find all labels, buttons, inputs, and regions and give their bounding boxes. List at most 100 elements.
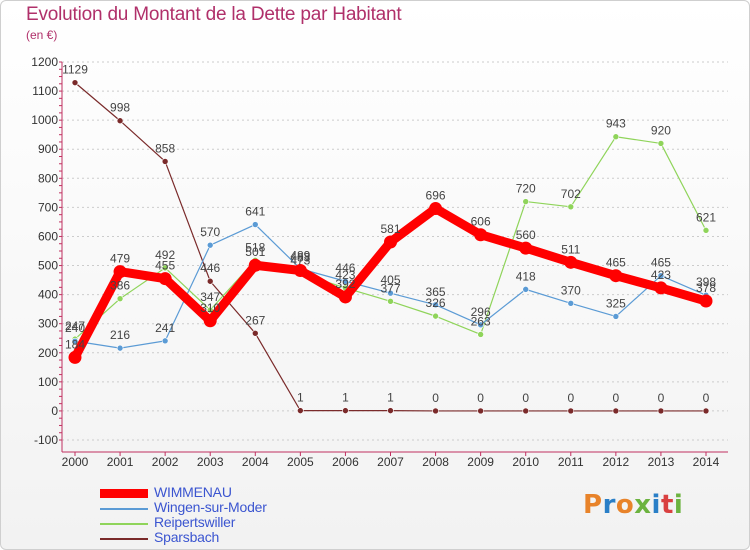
data-point bbox=[477, 331, 484, 338]
data-label: 511 bbox=[561, 242, 580, 256]
x-tick-label: 2006 bbox=[332, 455, 359, 469]
data-point bbox=[474, 228, 488, 242]
data-point bbox=[567, 203, 575, 211]
data-point bbox=[699, 294, 713, 308]
data-point bbox=[203, 314, 217, 328]
y-tick-label: 1100 bbox=[32, 84, 58, 98]
data-label: 570 bbox=[200, 225, 220, 239]
data-label: 418 bbox=[516, 269, 536, 283]
data-point bbox=[387, 298, 394, 305]
data-label: 405 bbox=[380, 273, 400, 287]
data-point bbox=[161, 158, 169, 165]
data-point bbox=[387, 407, 394, 414]
data-point bbox=[612, 133, 620, 141]
data-label: 423 bbox=[335, 268, 355, 282]
data-label: 310 bbox=[200, 301, 220, 315]
data-point bbox=[206, 241, 214, 249]
data-label: 560 bbox=[516, 228, 536, 242]
data-point bbox=[71, 337, 79, 345]
data-point bbox=[116, 117, 124, 125]
data-point bbox=[387, 289, 394, 297]
x-tick-label: 2007 bbox=[377, 455, 404, 469]
data-point bbox=[432, 301, 439, 309]
data-point bbox=[477, 321, 484, 329]
data-label: 1 bbox=[297, 391, 304, 405]
data-label: 492 bbox=[155, 248, 175, 262]
y-tick-label: 400 bbox=[38, 288, 58, 302]
data-point bbox=[113, 265, 127, 279]
y-tick-label: 500 bbox=[38, 259, 58, 273]
data-point bbox=[564, 255, 578, 269]
data-label: 621 bbox=[696, 210, 716, 224]
y-tick-label: 800 bbox=[38, 171, 58, 185]
data-label: 1 bbox=[387, 391, 394, 405]
x-tick-label: 2009 bbox=[467, 455, 494, 469]
data-label: 0 bbox=[613, 391, 620, 405]
data-point bbox=[432, 312, 439, 320]
data-label: 446 bbox=[335, 261, 355, 275]
data-label: 483 bbox=[290, 250, 310, 264]
data-label: 347 bbox=[200, 290, 220, 304]
y-tick-label: 600 bbox=[38, 229, 58, 243]
data-point bbox=[657, 407, 665, 415]
data-label: 943 bbox=[606, 117, 626, 131]
data-label: 473 bbox=[290, 253, 310, 267]
data-label: 0 bbox=[477, 391, 484, 405]
proxiti-logo: Proxiti bbox=[583, 490, 683, 520]
logo-letter: P bbox=[583, 490, 603, 520]
logo-letter: i bbox=[651, 490, 661, 520]
data-label: 581 bbox=[380, 222, 400, 236]
legend-label-reipertswiller: Reipertswiller bbox=[154, 514, 236, 530]
y-tick-label: 300 bbox=[38, 317, 58, 331]
data-label: 325 bbox=[606, 296, 626, 310]
chart-unit: (en €) bbox=[26, 28, 58, 42]
data-point bbox=[161, 337, 169, 345]
data-point bbox=[702, 227, 710, 234]
x-tick-label: 2004 bbox=[242, 455, 269, 469]
data-label: 920 bbox=[651, 123, 671, 137]
data-point bbox=[116, 344, 124, 352]
data-point bbox=[297, 407, 304, 414]
data-label: 641 bbox=[245, 205, 265, 219]
logo-letter: r bbox=[602, 490, 616, 520]
data-point bbox=[384, 235, 397, 249]
data-point bbox=[251, 329, 259, 337]
data-label: 216 bbox=[110, 328, 130, 342]
data-label: 0 bbox=[522, 391, 529, 405]
data-point bbox=[429, 202, 443, 216]
data-point bbox=[612, 313, 620, 320]
data-point bbox=[657, 272, 665, 280]
data-point bbox=[206, 277, 214, 285]
data-point bbox=[612, 407, 620, 415]
data-label: 386 bbox=[110, 279, 130, 293]
data-point bbox=[522, 407, 530, 415]
legend-label-sparsbach: Sparsbach bbox=[154, 529, 220, 545]
data-label: 263 bbox=[471, 314, 491, 328]
logo-letter: i bbox=[673, 490, 684, 520]
data-label: 370 bbox=[561, 283, 581, 297]
data-label: 240 bbox=[65, 321, 85, 335]
data-point bbox=[657, 140, 665, 147]
y-tick-label: 200 bbox=[38, 346, 58, 360]
legend-swatch-sparsbach bbox=[100, 538, 148, 540]
legend-swatch-reipertswiller bbox=[100, 523, 148, 525]
data-label: 696 bbox=[426, 189, 446, 203]
data-label: 267 bbox=[245, 313, 265, 327]
x-tick-label: 2001 bbox=[107, 455, 134, 469]
data-point bbox=[248, 258, 262, 272]
data-point bbox=[567, 300, 575, 307]
data-label: 998 bbox=[110, 101, 130, 115]
data-point bbox=[477, 407, 484, 415]
data-label: 1 bbox=[342, 391, 349, 405]
data-label: 0 bbox=[432, 391, 439, 405]
data-label: 518 bbox=[245, 240, 265, 254]
y-tick-label: 1200 bbox=[31, 55, 58, 69]
data-point bbox=[567, 407, 575, 415]
y-tick-label: -100 bbox=[34, 433, 58, 447]
data-point bbox=[522, 198, 530, 205]
data-label: 241 bbox=[155, 321, 175, 335]
data-label: 247 bbox=[65, 319, 85, 333]
data-point bbox=[609, 269, 623, 283]
data-label: 0 bbox=[567, 391, 574, 405]
